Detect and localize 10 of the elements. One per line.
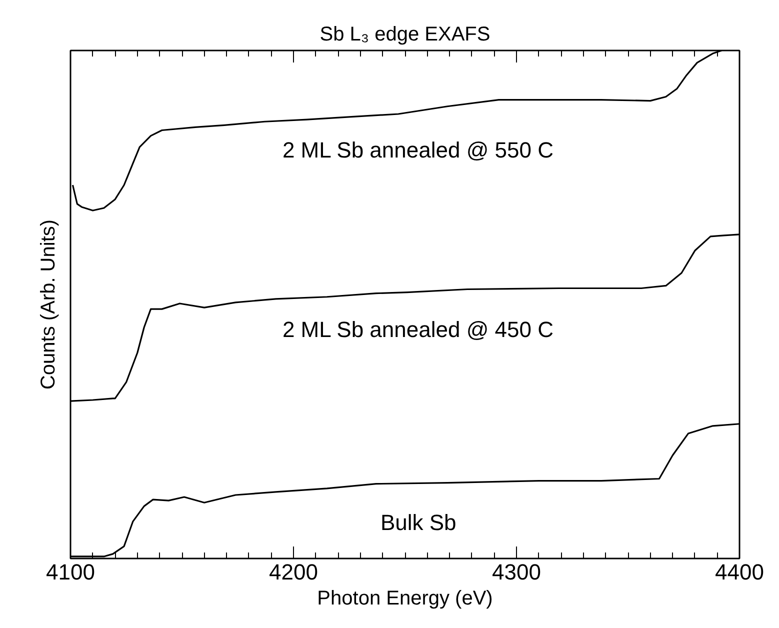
series-label: Bulk Sb — [380, 510, 456, 535]
chart-title: Sb L₃ edge EXAFS — [320, 24, 490, 46]
x-tick-label: 4400 — [715, 560, 764, 584]
series-label: 2 ML Sb annealed @ 550 C — [282, 138, 554, 163]
x-tick-label: 4300 — [492, 560, 541, 584]
x-axis-title: Photon Energy (eV) — [317, 588, 493, 610]
x-tick-label: 4200 — [269, 560, 318, 584]
y-axis-title: Counts (Arb. Units) — [38, 219, 60, 390]
series-label: 2 ML Sb annealed @ 450 C — [282, 316, 554, 342]
x-tick-label: 4100 — [46, 560, 95, 584]
